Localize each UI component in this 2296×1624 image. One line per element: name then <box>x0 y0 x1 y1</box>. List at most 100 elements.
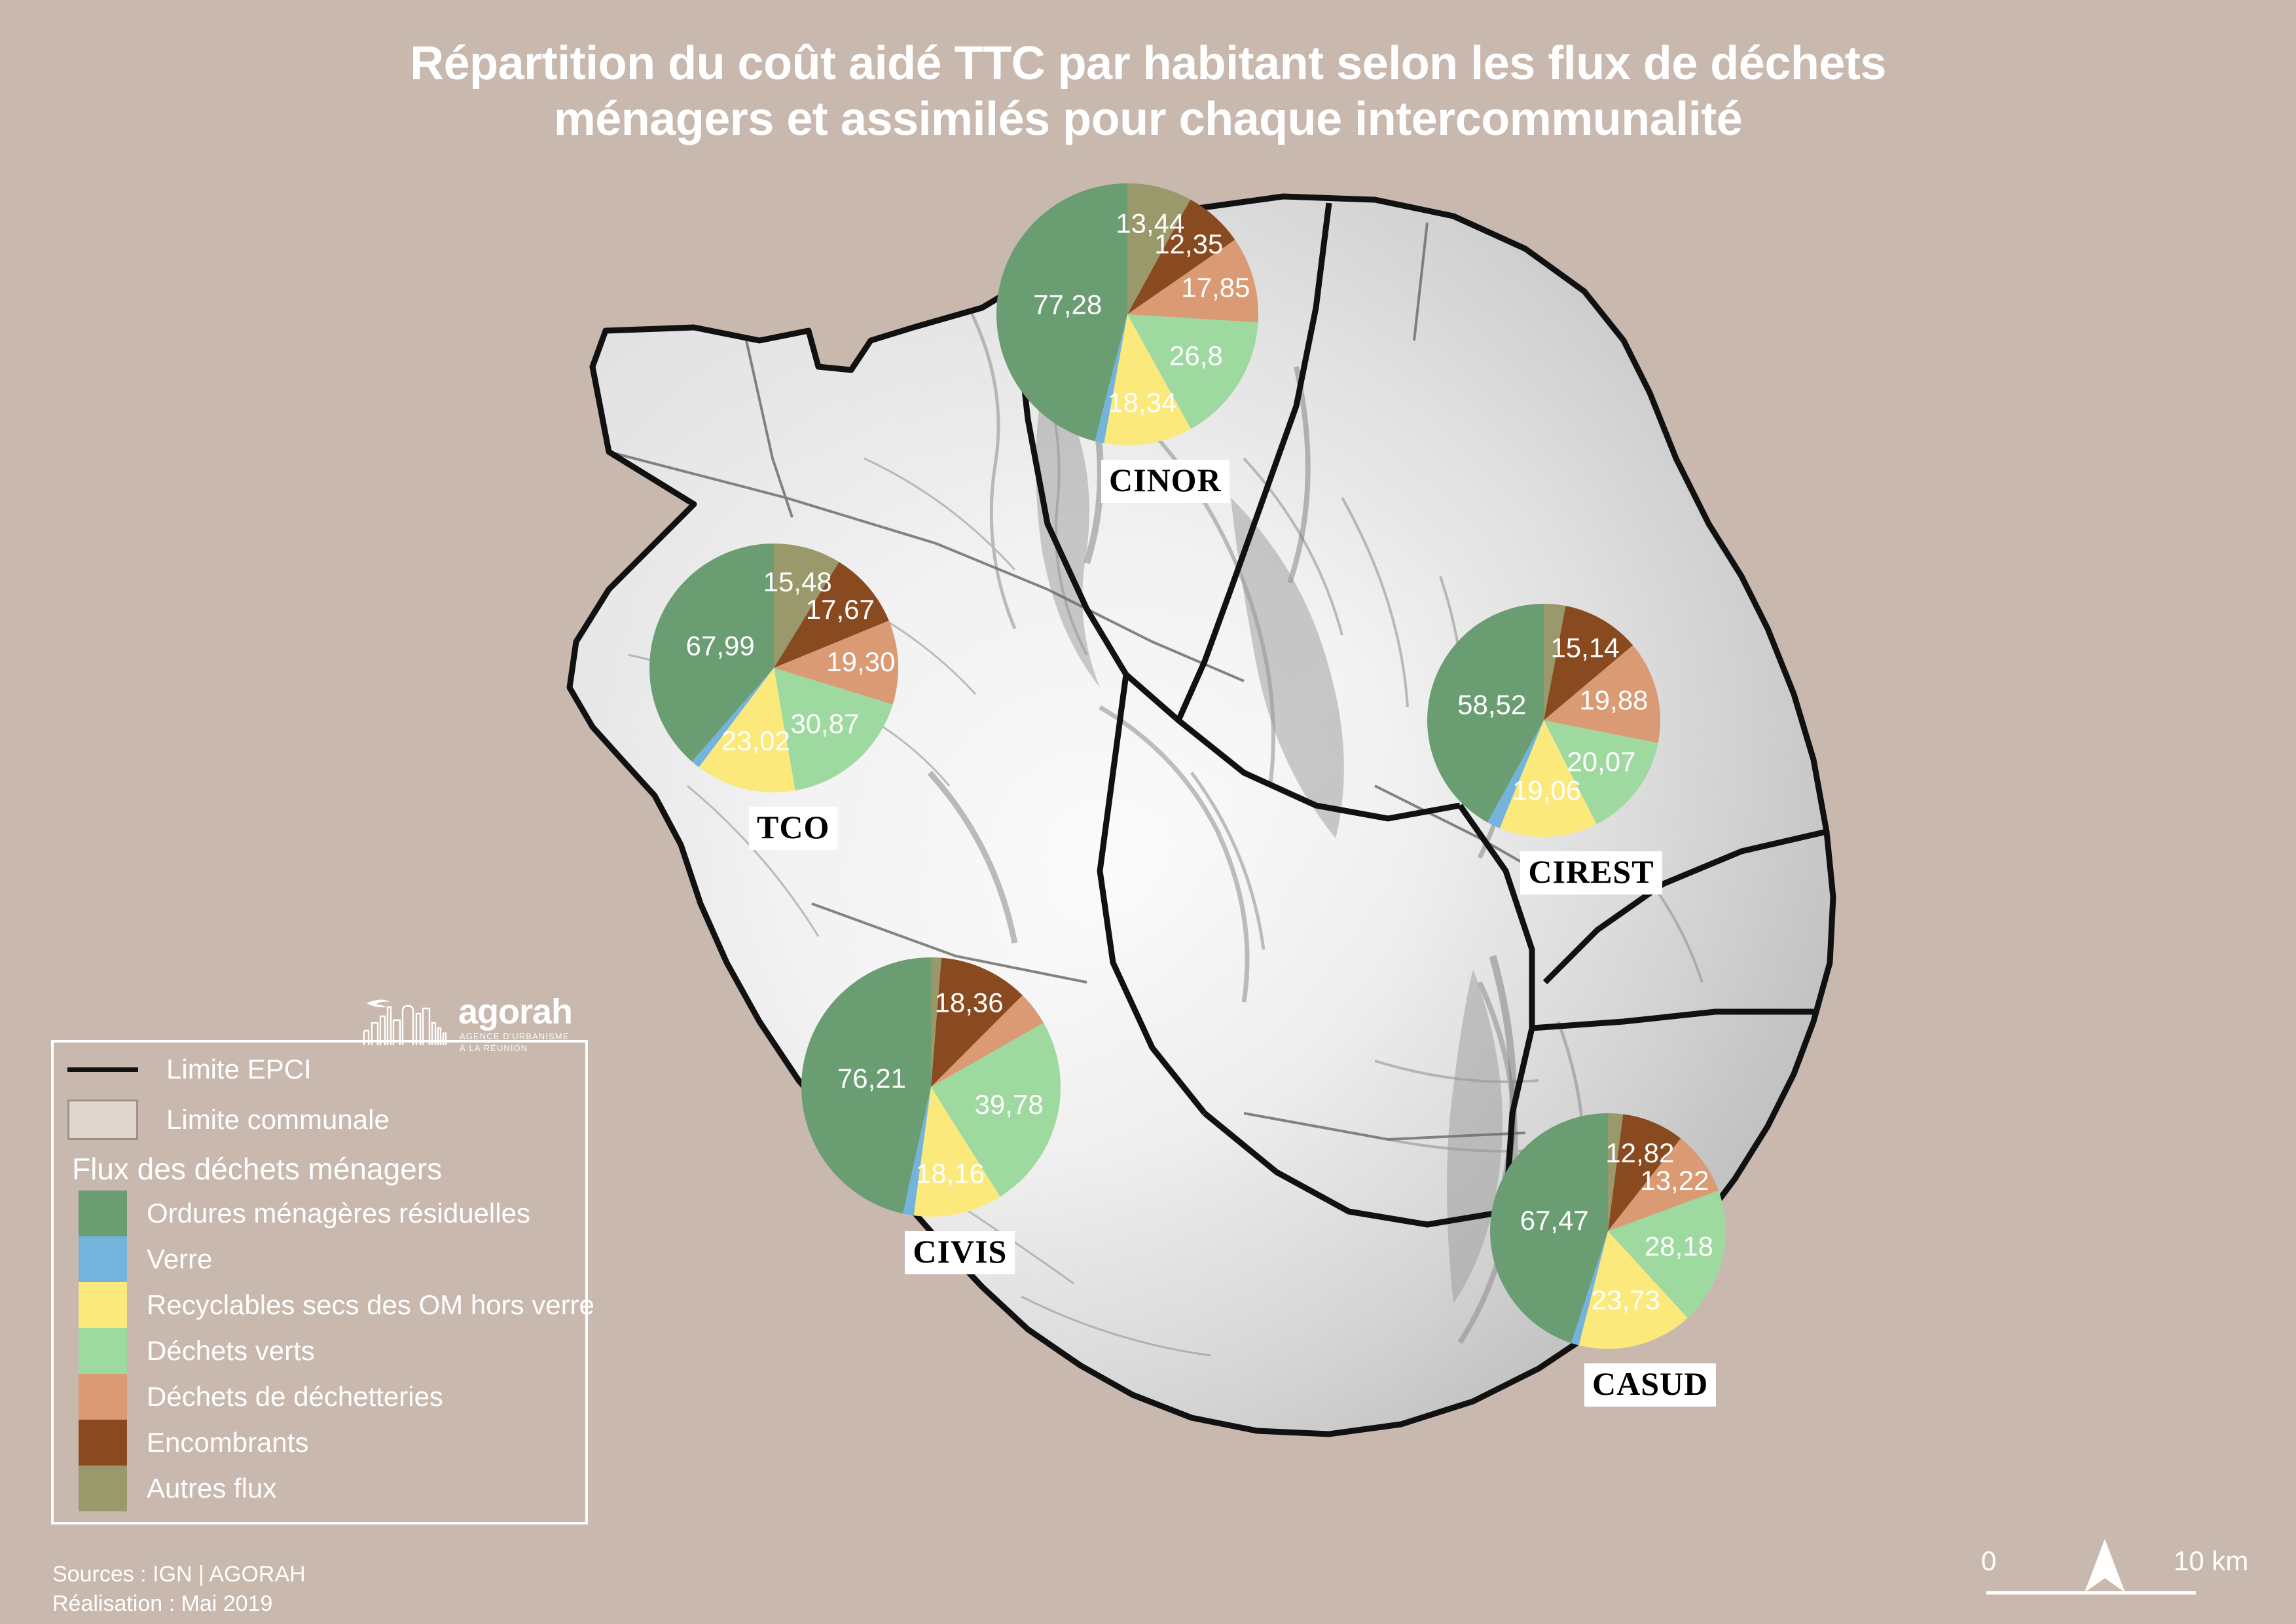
legend-item-flux-3: Déchets verts <box>54 1328 585 1374</box>
legend-label-flux-5: Encombrants <box>147 1427 309 1458</box>
pie-slice-4 <box>774 620 898 705</box>
legend-swatch-icon-1 <box>79 1236 127 1282</box>
legend-item-flux-2: Recyclables secs des OM hors verre <box>54 1282 594 1328</box>
legend-section-title: Flux des déchets ménagers <box>72 1152 443 1186</box>
pie-slice-1 <box>691 668 774 767</box>
page-title: Répartition du coût aidé TTC par habitan… <box>0 36 2296 147</box>
pie-slice-4 <box>1608 1138 1719 1231</box>
pie-chart-casud: 67,47 23,73 28,18 13,22 12,82 <box>1490 1113 1726 1349</box>
pie-chart-cinor: 77,28 18,34 26,8 17,85 12,35 13,44 <box>996 183 1258 445</box>
pie-slice-value-4: 19,30 <box>826 646 895 677</box>
epci-line-icon <box>54 1067 152 1072</box>
pie-slice-value-2: 23,02 <box>721 726 790 756</box>
pie-slice-value-4: 13,22 <box>1640 1165 1709 1196</box>
pie-slice-6 <box>1544 604 1566 720</box>
commune-swatch-icon <box>54 1099 152 1140</box>
pie-slice-3 <box>1127 314 1258 429</box>
pie-slice-value-0: 76,21 <box>837 1063 906 1094</box>
logo-subtitle-line2: À LA RÉUNION <box>460 1043 528 1053</box>
pie-slice-3 <box>774 668 893 791</box>
pie-slice-value-3: 26,8 <box>1169 340 1223 371</box>
legend-swatch-icon-5 <box>79 1420 127 1466</box>
legend-flux-list: Ordures ménagères résiduelles Verre Recycl… <box>54 1190 594 1511</box>
legend-swatch-icon-0 <box>79 1190 127 1236</box>
epci-label-cirest: CIREST <box>1520 851 1662 895</box>
pie-slice-4 <box>931 995 1044 1087</box>
legend-swatch-icon-4 <box>79 1374 127 1420</box>
pie-slice-value-0: 58,52 <box>1457 690 1526 720</box>
scale-bar-line <box>1986 1591 2196 1595</box>
pie-slice-6 <box>931 957 941 1087</box>
pie-chart-cirest: 58,52 19,06 20,07 19,88 15,14 <box>1427 604 1660 837</box>
pie-slice-value-2: 18,34 <box>1108 387 1176 418</box>
footer-credits: Sources : IGN | AGORAH Réalisation : Mai… <box>52 1560 306 1619</box>
legend-label-limite-epci: Limite EPCI <box>166 1054 312 1084</box>
pie-slice-2 <box>699 668 795 792</box>
title-line-1: Répartition du coût aidé TTC par habitan… <box>410 37 1886 90</box>
pie-slice-value-3: 28,18 <box>1645 1230 1713 1261</box>
pie-slice-5 <box>774 562 889 668</box>
legend-swatch-icon-6 <box>79 1466 127 1511</box>
pie-slice-5 <box>1608 1114 1681 1231</box>
pie-slice-value-2: 19,06 <box>1512 775 1581 805</box>
legend-label-flux-0: Ordures ménagères résiduelles <box>147 1198 530 1228</box>
legend-item-flux-5: Encombrants <box>54 1420 585 1466</box>
pie-slice-5 <box>931 957 1023 1087</box>
pie-slice-1 <box>1095 314 1127 443</box>
pie-slice-0 <box>801 957 931 1214</box>
legend-swatch-icon-3 <box>79 1328 127 1374</box>
scale-bar: 0 10 km <box>1977 1526 2252 1604</box>
pie-slice-6 <box>1608 1113 1624 1231</box>
legend-label-flux-4: Déchets de déchetteries <box>147 1381 443 1412</box>
pie-slice-2 <box>1499 720 1597 837</box>
pie-slice-3 <box>1544 720 1658 824</box>
pie-slice-value-6: 15,48 <box>763 566 832 597</box>
pie-slice-5 <box>1544 606 1633 720</box>
scale-max-label: 10 km <box>2174 1545 2249 1576</box>
pie-slice-3 <box>931 1023 1061 1197</box>
footer-realisation: Réalisation : Mai 2019 <box>52 1591 273 1616</box>
pie-slice-value-3: 30,87 <box>790 708 859 739</box>
pie-slice-value-2: 23,73 <box>1592 1284 1660 1315</box>
north-arrow-icon <box>2085 1539 2125 1593</box>
pie-slice-6 <box>1127 183 1191 314</box>
legend-label-flux-1: Verre <box>147 1244 213 1274</box>
pie-slice-6 <box>774 544 839 668</box>
pie-slice-1 <box>1487 720 1544 828</box>
pie-slice-value-0: 67,99 <box>686 630 755 661</box>
pie-chart-civis: 76,21 18,16 39,78 18,36 <box>801 957 1061 1217</box>
legend-label-flux-2: Recyclables secs des OM hors verre <box>147 1289 594 1320</box>
pie-slice-0 <box>1427 604 1544 822</box>
pie-slice-value-4: 17,85 <box>1181 272 1250 303</box>
legend-panel: Limite EPCI Limite communale Flux des dé… <box>51 1040 594 1524</box>
legend-item-flux-6: Autres flux <box>54 1466 585 1511</box>
logo-subtitle: AGENCE D'URBANISME À LA RÉUNION <box>460 1031 569 1054</box>
pie-slice-0 <box>996 183 1127 441</box>
pie-slice-5 <box>1127 199 1235 314</box>
epci-label-civis: CIVIS <box>905 1231 1015 1274</box>
epci-label-cinor: CINOR <box>1101 460 1230 503</box>
pie-slice-4 <box>1544 645 1660 743</box>
pie-slice-0 <box>649 544 774 762</box>
pie-slice-value-5: 12,82 <box>1605 1137 1674 1168</box>
agorah-logo: agorah AGENCE D'URBANISME À LA RÉUNION <box>359 990 588 1059</box>
pie-slice-2 <box>913 1087 1000 1217</box>
legend-item-flux-0: Ordures ménagères résiduelles <box>54 1190 585 1236</box>
epci-label-casud: CASUD <box>1584 1363 1717 1407</box>
pie-slice-value-3: 20,07 <box>1567 747 1635 777</box>
logo-wordmark: agorah <box>458 992 573 1031</box>
pie-chart-tco: 67,99 23,02 30,87 19,30 17,67 15,48 <box>649 544 898 792</box>
legend-label-flux-6: Autres flux <box>147 1473 277 1504</box>
skyline-bird-icon <box>363 999 447 1045</box>
scale-min-label: 0 <box>1981 1545 1997 1576</box>
pie-slice-1 <box>903 1087 931 1216</box>
epci-label-tco: TCO <box>749 807 838 850</box>
pie-slice-value-4: 19,88 <box>1579 685 1648 716</box>
pie-slice-2 <box>1578 1231 1688 1349</box>
logo-subtitle-line1: AGENCE D'URBANISME <box>460 1031 570 1041</box>
epci-boundaries <box>566 193 1836 1437</box>
legend-item-flux-4: Déchets de déchetteries <box>54 1374 585 1420</box>
pie-slice-value-5: 18,36 <box>935 987 1004 1018</box>
legend-label-limite-communale: Limite communale <box>166 1104 390 1135</box>
